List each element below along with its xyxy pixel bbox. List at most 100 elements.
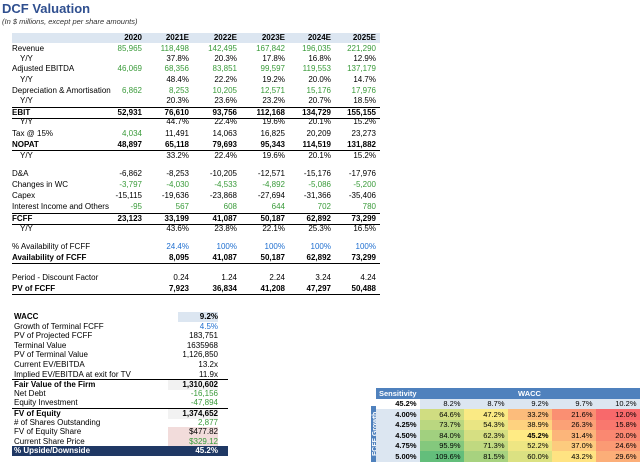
value-cell: 1.24 bbox=[221, 273, 237, 282]
valuation-value: 2,877 bbox=[197, 417, 218, 427]
sensitivity-cell: 29.6% bbox=[595, 451, 640, 462]
year-header-cell: 2024E bbox=[307, 33, 331, 42]
valuation-label: Current Share Price bbox=[14, 436, 85, 446]
value-cell: 37.8% bbox=[166, 54, 189, 63]
valuation-value: 45.2% bbox=[195, 446, 218, 456]
value-cell: -3,797 bbox=[119, 180, 142, 189]
value-cell: 134,729 bbox=[302, 108, 331, 117]
financial-row: PV of FCFF 7,923 36,834 41,208 47,297 50,488 bbox=[12, 284, 380, 295]
valuation-value: 9.2% bbox=[178, 312, 218, 322]
valuation-label: Growth of Terminal FCFF bbox=[14, 321, 104, 331]
valuation-value: 11.9x bbox=[199, 369, 218, 379]
value-cell: 17.8% bbox=[262, 54, 285, 63]
sensitivity-row: 4.25% 73.7% 54.3% 38.9% 26.3% 15.8% bbox=[376, 419, 640, 430]
value-cell: 644 bbox=[271, 202, 285, 211]
value-cell: 4,034 bbox=[121, 129, 142, 138]
value-cell: 15.2% bbox=[353, 117, 376, 126]
sensitivity-cell: 38.9% bbox=[507, 419, 552, 430]
sensitivity-cell: 54.3% bbox=[463, 419, 508, 430]
row-label: Interest Income and Others bbox=[12, 202, 109, 211]
valuation-label: # of Shares Outstanding bbox=[14, 417, 101, 427]
sensitivity-growth-value: 4.50% bbox=[376, 430, 420, 441]
financial-row: Availability of FCFF 8,095 41,087 50,187 62,… bbox=[12, 253, 380, 264]
value-cell: -31,366 bbox=[303, 191, 331, 200]
value-cell: 33,199 bbox=[164, 214, 189, 223]
sensitivity-wacc-value: 9.7% bbox=[551, 398, 596, 409]
valuation-label: FV of Equity bbox=[14, 409, 61, 418]
valuation-row: Implied EV/EBITDA at exit for TV 11.9x bbox=[12, 370, 228, 380]
financial-row: Adjusted EBITDA 46,069 68,356 83,851 99,597 1… bbox=[12, 64, 380, 74]
page-title: DCF Valuation bbox=[2, 1, 91, 16]
valuation-value: 13.2x bbox=[198, 360, 218, 369]
row-label: NOPAT bbox=[12, 140, 39, 149]
value-cell: 4.24 bbox=[360, 273, 376, 282]
sensitivity-cell: 33.2% bbox=[507, 409, 552, 420]
value-cell: 100% bbox=[355, 242, 376, 251]
row-label: Adjusted EBITDA bbox=[12, 64, 75, 73]
row-label: Y/Y bbox=[20, 151, 33, 160]
value-cell: 20.0% bbox=[308, 75, 331, 84]
financial-row: Interest Income and Others -95 567 608 644 70… bbox=[12, 202, 380, 212]
financial-row: EBIT 52,931 76,610 93,756 112,168 134,729 155,… bbox=[12, 107, 380, 119]
sensitivity-wacc-value: 8.2% bbox=[419, 398, 464, 409]
value-cell: -19,636 bbox=[161, 191, 189, 200]
value-cell: 93,756 bbox=[212, 108, 237, 117]
value-cell: 608 bbox=[223, 202, 237, 211]
value-cell: 65,118 bbox=[164, 140, 189, 149]
sensitivity-cell: 84.0% bbox=[419, 430, 464, 441]
value-cell: -5,200 bbox=[353, 180, 376, 189]
financial-row: Y/Y 33.2% 22.4% 19.6% 20.1% 15.2% bbox=[12, 151, 380, 161]
value-cell: 12,571 bbox=[260, 86, 285, 95]
financial-row: FCFF 23,123 33,199 41,087 50,187 62,892 73,299 bbox=[12, 213, 380, 225]
value-cell: 8,095 bbox=[168, 253, 189, 262]
value-cell: 15.2% bbox=[353, 151, 376, 160]
financial-row: Period - Discount Factor 0.24 1.24 2.24 3.24… bbox=[12, 273, 380, 283]
row-label: FCFF bbox=[12, 214, 33, 223]
valuation-value: 1,126,850 bbox=[182, 350, 218, 360]
value-cell: -5,086 bbox=[308, 180, 331, 189]
value-cell: 100% bbox=[216, 242, 237, 251]
row-label: Depreciation & Amortisation bbox=[12, 86, 111, 95]
valuation-row: PV of Terminal Value 1,126,850 bbox=[12, 350, 228, 360]
value-cell: 16.5% bbox=[353, 224, 376, 233]
value-cell: 36,834 bbox=[212, 284, 237, 293]
value-cell: 7,923 bbox=[168, 284, 189, 293]
financial-row: % Availability of FCFF 24.4% 100% 100% 100% 1… bbox=[12, 242, 380, 252]
row-label: PV of FCFF bbox=[12, 284, 56, 293]
value-cell: 20.3% bbox=[214, 54, 237, 63]
financial-row: Y/Y 43.6% 23.8% 22.1% 25.3% 16.5% bbox=[12, 224, 380, 234]
value-cell: 11,491 bbox=[165, 129, 189, 138]
financial-row: Y/Y 44.7% 22.4% 19.6% 20.1% 15.2% bbox=[12, 117, 380, 127]
value-cell: 20,209 bbox=[306, 129, 331, 138]
year-header-cell: 2023E bbox=[261, 33, 285, 42]
value-cell: 33.2% bbox=[166, 151, 189, 160]
valuation-value: -47,894 bbox=[190, 398, 218, 408]
valuation-label: Fair Value of the Firm bbox=[14, 380, 96, 390]
value-cell: 20.1% bbox=[308, 117, 331, 126]
value-cell: 3.24 bbox=[315, 273, 331, 282]
valuation-row: PV of Projected FCFF 183,751 bbox=[12, 331, 228, 341]
sensitivity-cell: 47.2% bbox=[463, 409, 508, 420]
value-cell: 25.3% bbox=[308, 224, 331, 233]
valuation-label: Equity Investment bbox=[14, 398, 78, 408]
value-cell: -4,533 bbox=[214, 180, 237, 189]
value-cell: 119,553 bbox=[302, 64, 331, 73]
row-label: EBIT bbox=[12, 108, 31, 117]
valuation-value: 1,374,652 bbox=[168, 409, 218, 419]
value-cell: -15,176 bbox=[303, 169, 331, 178]
valuation-row: Fair Value of the Firm 1,310,602 bbox=[12, 379, 228, 390]
value-cell: 196,035 bbox=[302, 44, 331, 53]
row-label: Y/Y bbox=[20, 54, 33, 63]
value-cell: 15,176 bbox=[306, 86, 331, 95]
row-label: Period - Discount Factor bbox=[12, 273, 99, 282]
value-cell: 0.24 bbox=[173, 273, 189, 282]
value-cell: 52,931 bbox=[117, 108, 142, 117]
value-cell: 46,069 bbox=[117, 64, 142, 73]
financial-row: Y/Y 48.4% 22.2% 19.2% 20.0% 14.7% bbox=[12, 75, 380, 85]
sensitivity-cell: 26.3% bbox=[551, 419, 596, 430]
value-cell: 73,299 bbox=[351, 253, 376, 262]
row-label: Capex bbox=[12, 191, 36, 200]
value-cell: 100% bbox=[310, 242, 331, 251]
value-cell: 17,976 bbox=[351, 86, 376, 95]
sensitivity-header-row: 45.2% 8.2% 8.7% 9.2% 9.7% 10.2% bbox=[376, 398, 640, 409]
